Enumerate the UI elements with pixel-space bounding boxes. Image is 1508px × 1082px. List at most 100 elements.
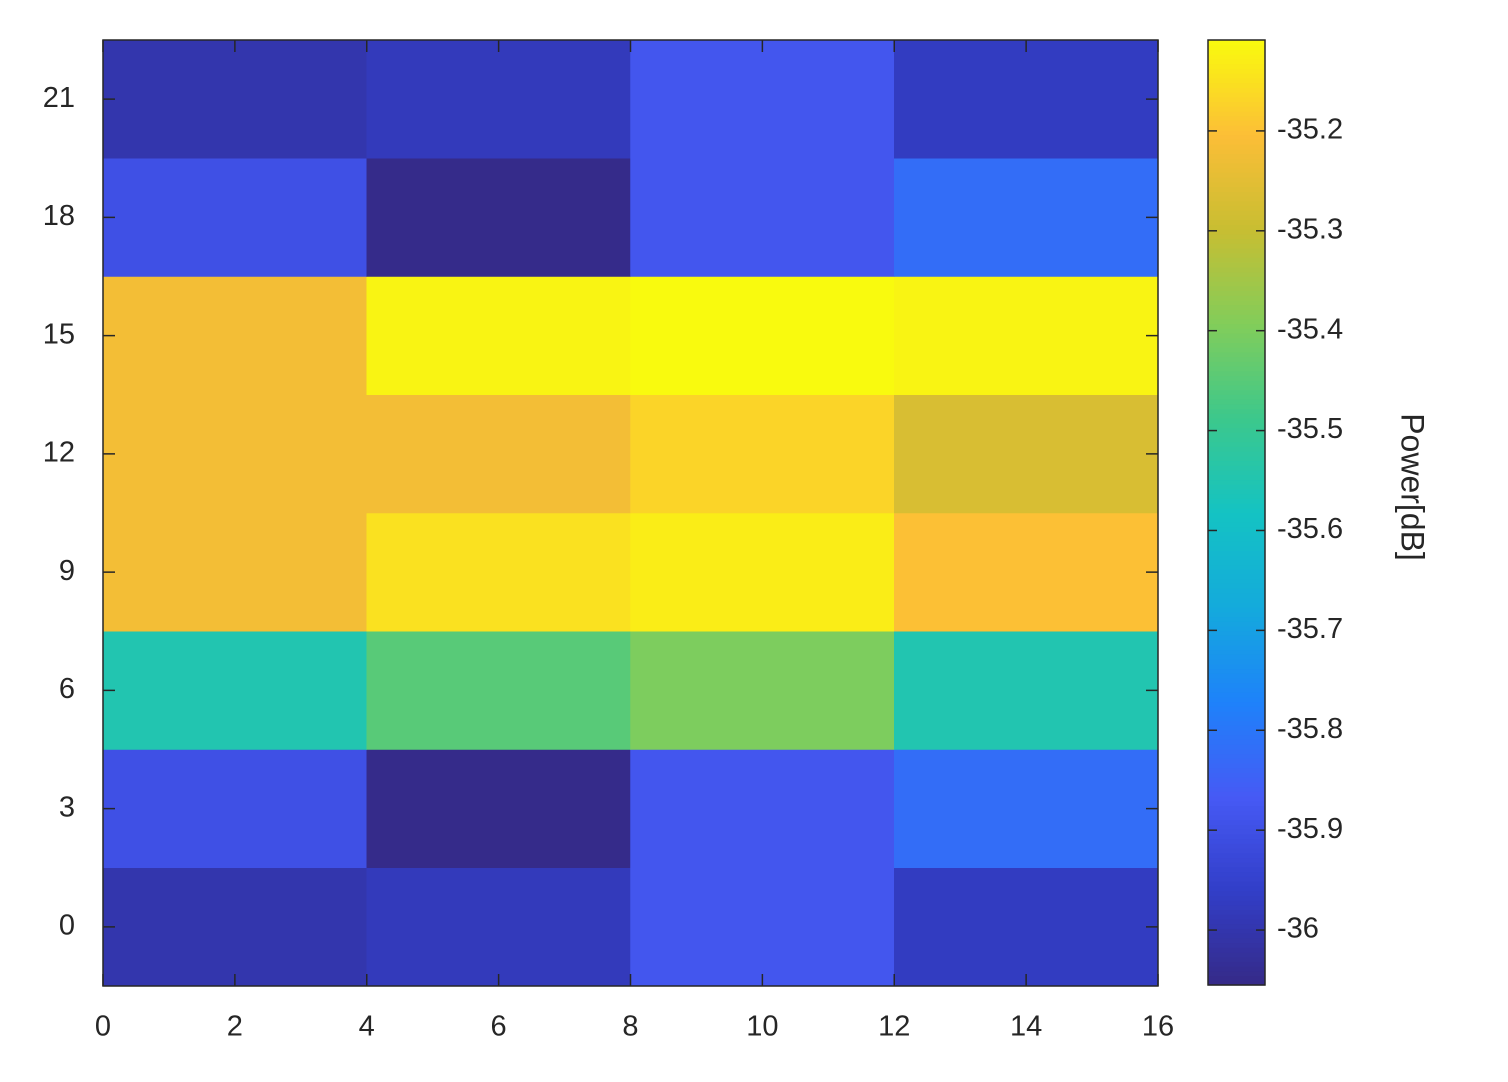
colorbar-swatch — [1208, 389, 1265, 395]
colorbar-swatch — [1208, 933, 1265, 939]
colorbar-swatch — [1208, 153, 1265, 159]
colorbar-swatch — [1208, 342, 1265, 348]
heatmap-cell — [102, 394, 367, 514]
colorbar-swatch — [1208, 559, 1265, 566]
colorbar-swatch — [1208, 852, 1265, 859]
colorbar-swatch — [1208, 890, 1265, 896]
colorbar-swatch — [1208, 394, 1265, 400]
colorbar-swatch — [1208, 40, 1265, 46]
colorbar-swatch — [1208, 257, 1265, 263]
colorbar-swatch — [1208, 734, 1265, 740]
colorbar-swatch — [1208, 526, 1265, 532]
heatmap-cell — [894, 158, 1159, 277]
colorbar-swatch — [1208, 687, 1265, 693]
colorbar-swatch — [1208, 49, 1265, 55]
heatmap-cell — [630, 631, 895, 750]
colorbar-swatch — [1208, 847, 1265, 854]
colorbar-tick-label: -35.7 — [1277, 613, 1343, 645]
heatmap-cell — [630, 158, 895, 277]
x-tick-label: 6 — [491, 1011, 507, 1043]
colorbar-swatch — [1208, 885, 1265, 892]
colorbar-swatch — [1208, 975, 1265, 981]
heatmap-cell — [366, 749, 631, 868]
colorbar-swatch — [1208, 498, 1265, 504]
colorbar-swatch — [1208, 172, 1265, 178]
colorbar-swatch — [1208, 177, 1265, 183]
colorbar-swatch — [1208, 413, 1265, 419]
heatmap-cell — [102, 749, 367, 868]
colorbar-swatch — [1208, 923, 1265, 929]
colorbar-tick-label: -35.6 — [1277, 513, 1343, 545]
heatmap-cell — [102, 867, 367, 987]
y-tick-label: 0 — [59, 910, 75, 942]
colorbar-swatch — [1208, 866, 1265, 873]
colorbar-swatch — [1208, 710, 1265, 717]
colorbar-swatch — [1208, 247, 1265, 254]
heatmap-cell — [630, 39, 895, 159]
colorbar-swatch — [1208, 451, 1265, 457]
colorbar-swatch — [1208, 219, 1265, 225]
colorbar-swatch — [1208, 432, 1265, 438]
colorbar-swatch — [1208, 814, 1265, 821]
colorbar-swatch — [1208, 205, 1265, 211]
colorbar-swatch — [1208, 555, 1265, 561]
colorbar-swatch — [1208, 266, 1265, 273]
colorbar-swatch — [1208, 625, 1265, 632]
colorbar-swatch — [1208, 668, 1265, 674]
colorbar-swatch — [1208, 583, 1265, 589]
heatmap-cell — [630, 512, 895, 632]
colorbar-swatch — [1208, 101, 1265, 107]
colorbar-swatch — [1208, 748, 1265, 755]
colorbar-tick-label: -36 — [1277, 913, 1319, 945]
colorbar-swatch — [1208, 224, 1265, 230]
colorbar-swatch — [1208, 876, 1265, 882]
colorbar-swatch — [1208, 418, 1265, 424]
colorbar-swatch — [1208, 399, 1265, 405]
colorbar-swatch — [1208, 125, 1265, 131]
colorbar-swatch — [1208, 309, 1265, 315]
colorbar-swatch — [1208, 895, 1265, 901]
colorbar-swatch — [1208, 597, 1265, 603]
colorbar-swatch — [1208, 720, 1265, 726]
colorbar-swatch — [1208, 134, 1265, 140]
heatmap-cell — [102, 276, 367, 395]
x-tick-label: 8 — [622, 1011, 638, 1043]
colorbar-swatch — [1208, 715, 1265, 721]
y-tick-label: 3 — [59, 791, 75, 823]
heatmap-cell — [894, 867, 1159, 987]
colorbar-tick-label: -35.5 — [1277, 413, 1343, 445]
colorbar-swatch — [1208, 810, 1265, 816]
colorbar-swatch — [1208, 550, 1265, 556]
colorbar-swatch — [1208, 77, 1265, 84]
x-tick-label: 2 — [227, 1011, 243, 1043]
colorbar-swatch — [1208, 630, 1265, 636]
colorbar-swatch — [1208, 465, 1265, 471]
colorbar-swatch — [1208, 460, 1265, 466]
colorbar-swatch — [1208, 696, 1265, 703]
x-tick-label: 4 — [359, 1011, 375, 1043]
colorbar-swatch — [1208, 469, 1265, 476]
colorbar-swatch — [1208, 682, 1265, 688]
colorbar-swatch — [1208, 455, 1265, 462]
colorbar-swatch — [1208, 191, 1265, 197]
colorbar-swatch — [1208, 167, 1265, 173]
colorbar-swatch — [1208, 904, 1265, 910]
colorbar-swatch — [1208, 186, 1265, 192]
x-tick-label: 10 — [746, 1011, 778, 1043]
colorbar-swatch — [1208, 290, 1265, 296]
colorbar-swatch — [1208, 110, 1265, 117]
colorbar-swatch — [1208, 937, 1265, 944]
heatmap-cell — [894, 276, 1159, 395]
colorbar-swatch — [1208, 380, 1265, 386]
heatmap-cell — [102, 158, 367, 277]
colorbar-swatch — [1208, 488, 1265, 495]
colorbar-swatch — [1208, 299, 1265, 306]
colorbar-swatch — [1208, 332, 1265, 339]
colorbar-swatch — [1208, 607, 1265, 613]
y-tick-label: 6 — [59, 673, 75, 705]
colorbar-swatch — [1208, 181, 1265, 188]
colorbar-swatch — [1208, 758, 1265, 764]
heatmap-cell — [630, 867, 895, 987]
y-tick-label: 21 — [43, 82, 75, 114]
colorbar-swatch — [1208, 918, 1265, 925]
